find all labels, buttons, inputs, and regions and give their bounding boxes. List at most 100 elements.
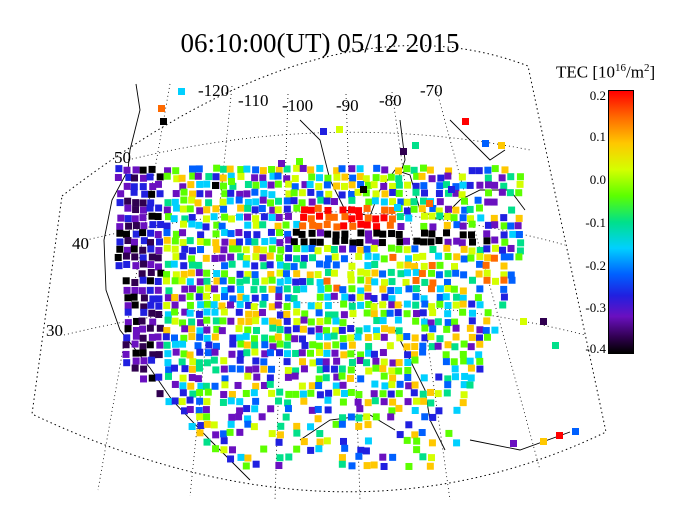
tec-cell bbox=[291, 263, 298, 270]
tec-cell bbox=[300, 398, 307, 405]
tec-cell bbox=[243, 246, 250, 253]
tec-cell bbox=[253, 246, 260, 253]
tec-cell bbox=[203, 215, 210, 222]
tec-cell bbox=[204, 239, 211, 246]
tec-cell bbox=[283, 270, 290, 277]
tec-cell bbox=[483, 327, 490, 334]
tec-cell bbox=[172, 277, 179, 284]
tec-cell bbox=[179, 358, 186, 365]
tec-cell bbox=[411, 431, 418, 438]
lon-label-70: -70 bbox=[420, 81, 443, 100]
tec-cell bbox=[133, 358, 140, 365]
tec-cell bbox=[243, 349, 250, 356]
tec-cell bbox=[115, 254, 122, 261]
tec-cell bbox=[373, 413, 380, 420]
tec-cell bbox=[300, 285, 307, 292]
tec-cell bbox=[388, 245, 395, 252]
tec-cell bbox=[325, 191, 332, 198]
tec-cell bbox=[404, 310, 411, 317]
tec-cell bbox=[213, 317, 220, 324]
tec-cell bbox=[395, 367, 402, 374]
tec-cell bbox=[155, 333, 162, 340]
tec-cell bbox=[220, 430, 227, 437]
tec-cell bbox=[363, 413, 370, 420]
tec-cell bbox=[141, 294, 148, 301]
tec-cell bbox=[333, 421, 340, 428]
tec-cell bbox=[197, 286, 204, 293]
tec-cell bbox=[429, 309, 436, 316]
tec-cell bbox=[476, 285, 483, 292]
tec-cell bbox=[285, 254, 292, 261]
tec-cell bbox=[131, 239, 138, 246]
tec-cell bbox=[429, 175, 436, 182]
colorbar-tick: 0.0 bbox=[584, 172, 606, 188]
tec-cell bbox=[509, 277, 516, 284]
tec-cell bbox=[427, 389, 434, 396]
tec-cell bbox=[483, 317, 490, 324]
tec-cell bbox=[540, 318, 547, 325]
tec-cell bbox=[499, 247, 506, 254]
tec-cell bbox=[460, 223, 467, 230]
tec-cell bbox=[221, 366, 228, 373]
tec-cell bbox=[379, 365, 386, 372]
tec-cell bbox=[397, 213, 404, 220]
tec-cell bbox=[445, 302, 452, 309]
tec-cell bbox=[419, 205, 426, 212]
tec-cell bbox=[388, 278, 395, 285]
tec-cell bbox=[220, 391, 227, 398]
tec-cell bbox=[356, 327, 363, 334]
tec-cell bbox=[203, 255, 210, 262]
tec-cell bbox=[261, 213, 268, 220]
tec-cell bbox=[484, 270, 491, 277]
tec-cell bbox=[181, 325, 188, 332]
tec-cell bbox=[461, 246, 468, 253]
tec-cell bbox=[467, 255, 474, 262]
tec-cell bbox=[300, 165, 307, 172]
colorbar bbox=[608, 90, 634, 354]
tec-cell bbox=[237, 350, 244, 357]
tec-cell bbox=[179, 341, 186, 348]
tec-cell bbox=[316, 261, 323, 268]
tec-cell bbox=[365, 399, 372, 406]
tec-cell bbox=[469, 239, 476, 246]
tec-cell bbox=[228, 286, 235, 293]
tec-cell bbox=[336, 126, 343, 133]
tec-cell bbox=[301, 365, 308, 372]
tec-cell bbox=[421, 325, 428, 332]
tec-cell bbox=[124, 237, 131, 244]
tec-cell bbox=[412, 334, 419, 341]
tec-cell bbox=[381, 325, 388, 332]
tec-cell bbox=[117, 215, 124, 222]
tec-cell bbox=[379, 301, 386, 308]
tec-cell bbox=[316, 326, 323, 333]
tec-cell bbox=[372, 358, 379, 365]
tec-cell bbox=[123, 261, 130, 268]
tec-cell bbox=[149, 221, 156, 228]
tec-cell bbox=[395, 246, 402, 253]
tec-cell bbox=[365, 253, 372, 260]
tec-cell bbox=[357, 247, 364, 254]
tec-cell bbox=[413, 438, 420, 445]
tec-cell bbox=[260, 181, 267, 188]
tec-cell bbox=[243, 166, 250, 173]
tec-cell bbox=[413, 285, 420, 292]
tec-cell bbox=[339, 414, 346, 421]
tec-cell bbox=[357, 357, 364, 364]
tec-cell bbox=[387, 222, 394, 229]
tec-cell bbox=[397, 270, 404, 277]
tec-cell bbox=[260, 247, 267, 254]
tec-cell bbox=[332, 253, 339, 260]
tec-cell bbox=[227, 190, 234, 197]
tec-cell bbox=[301, 206, 308, 213]
tec-cell bbox=[340, 335, 347, 342]
tec-cell bbox=[476, 167, 483, 174]
tec-cell bbox=[196, 190, 203, 197]
tec-cell bbox=[147, 245, 154, 252]
tec-cell bbox=[484, 277, 491, 284]
tec-cell bbox=[212, 445, 219, 452]
tec-cell bbox=[132, 365, 139, 372]
tec-cell bbox=[131, 245, 138, 252]
tec-cell bbox=[132, 262, 139, 269]
tec-cell bbox=[251, 423, 258, 430]
tec-cell bbox=[285, 213, 292, 220]
